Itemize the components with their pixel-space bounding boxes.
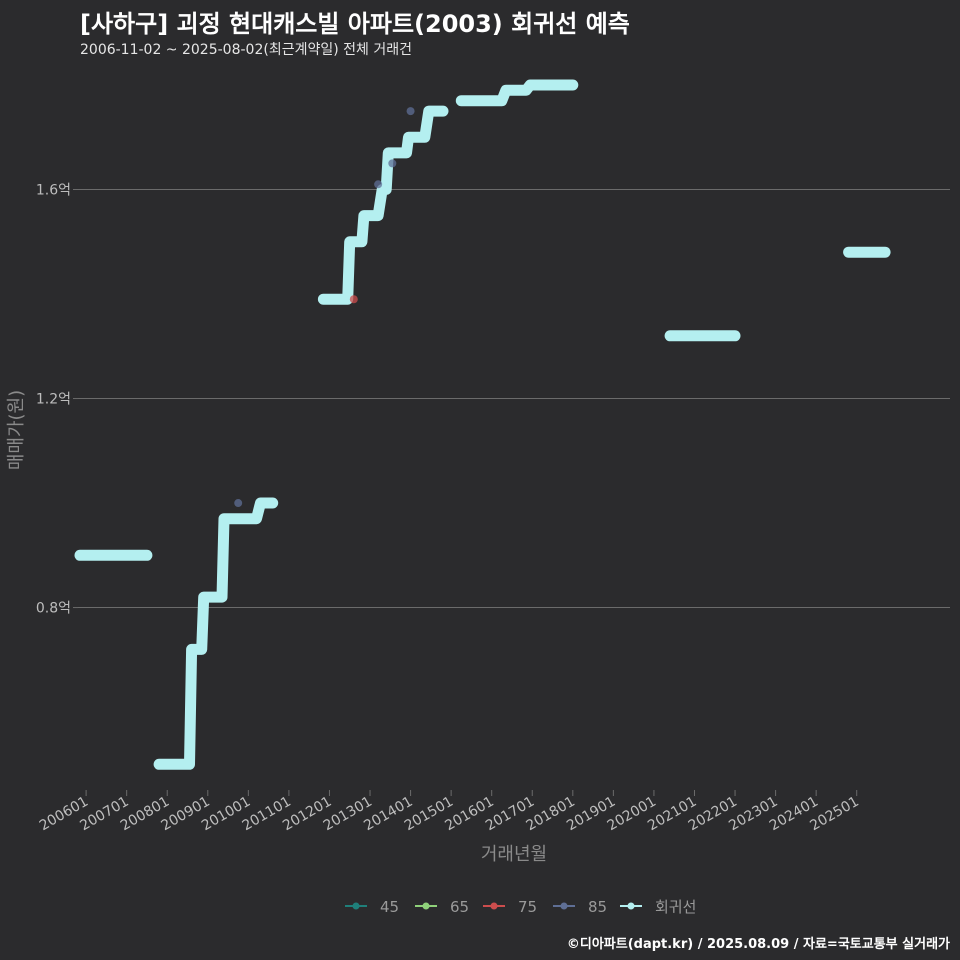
legend-item: 85: [553, 898, 607, 916]
y-axis-title: 매매가(원): [6, 390, 27, 470]
data-points: [234, 107, 415, 508]
transaction-point: [234, 499, 243, 508]
regression-segment: [153, 497, 279, 770]
source-caption: ©디아파트(dapt.kr) / 2025.08.09 / 자료=국토교통부 실…: [566, 937, 950, 952]
x-axis: 2006012007012008012009012010012011012012…: [37, 790, 862, 834]
legend: 45 65 75 85 회귀선: [345, 898, 696, 916]
y-tick-label: 1.2억: [36, 392, 71, 408]
legend-label: 65: [450, 898, 469, 916]
chart-title: [사하구] 괴정 현대캐스빌 아파트(2003) 회귀선 예측: [80, 10, 630, 38]
transaction-point: [388, 159, 397, 168]
legend-key-dot: [490, 902, 498, 910]
legend-key-dot: [560, 902, 568, 910]
transaction-point: [349, 295, 358, 304]
regression-line: [74, 79, 891, 770]
chart-subtitle: 2006-11-02 ~ 2025-08-02(최근계약일) 전체 거래건: [80, 42, 412, 58]
legend-item: 75: [483, 898, 537, 916]
y-tick-label: 0.8억: [36, 601, 71, 617]
legend-label: 회귀선: [655, 898, 696, 916]
legend-item: 회귀선: [620, 898, 696, 916]
transaction-point: [374, 180, 383, 189]
legend-label: 85: [588, 898, 607, 916]
regression-segment: [455, 79, 579, 107]
y-axis: 0.8억 1.2억 1.6억: [36, 183, 78, 617]
x-axis-title: 거래년월: [481, 844, 547, 865]
gridlines: [78, 189, 950, 609]
legend-item: 45: [345, 898, 399, 916]
legend-key-dot: [422, 902, 430, 910]
transaction-point: [406, 107, 415, 116]
legend-label: 45: [380, 898, 399, 916]
legend-key-dot: [627, 902, 635, 910]
y-tick-label: 1.6억: [36, 183, 71, 199]
legend-key-dot: [352, 902, 360, 910]
regression-segment: [317, 105, 449, 305]
legend-item: 65: [415, 898, 469, 916]
legend-label: 75: [518, 898, 537, 916]
